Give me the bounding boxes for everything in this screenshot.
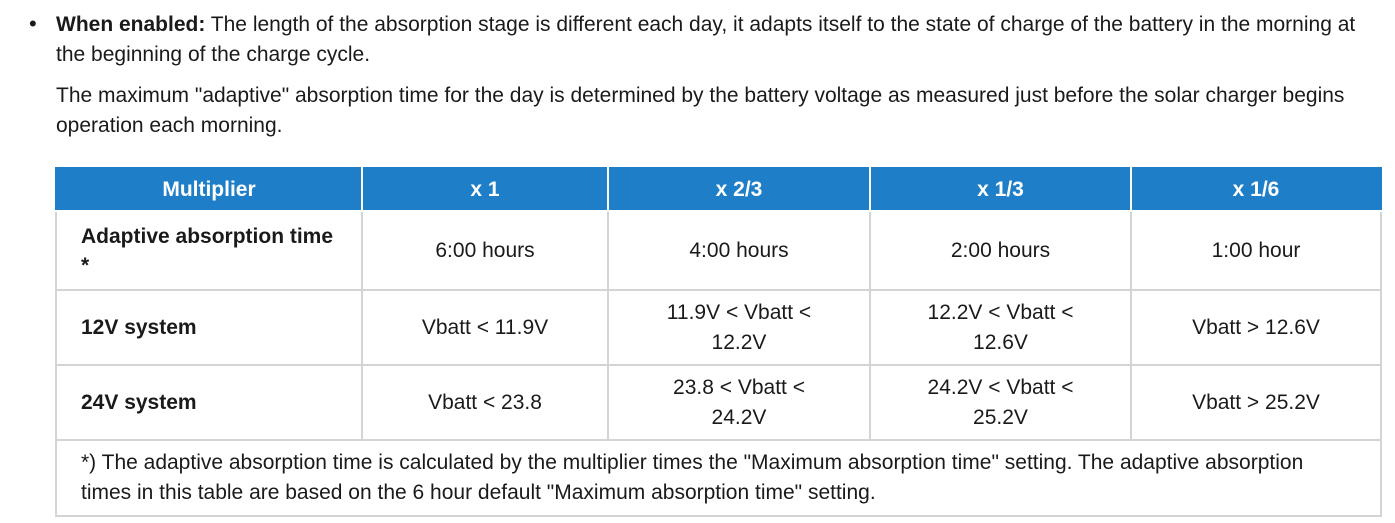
row-label-24v-system: 24V system [55, 364, 363, 441]
table-row: 24V system Vbatt < 23.8 23.8 < Vbatt < 2… [55, 364, 1382, 441]
table-cell: Vbatt > 25.2V [1130, 364, 1382, 441]
header-cell-x1-6: x 1/6 [1130, 167, 1382, 212]
table-cell: Vbatt > 12.6V [1130, 289, 1382, 366]
table-row: 12V system Vbatt < 11.9V 11.9V < Vbatt <… [55, 289, 1382, 366]
table-cell: 6:00 hours [361, 210, 609, 291]
bullet-lead: When enabled: [56, 13, 206, 36]
header-cell-x2-3: x 2/3 [607, 167, 871, 212]
bullet-text: The length of the absorption stage is di… [56, 13, 1356, 66]
table-cell: 23.8 < Vbatt < 24.2V [607, 364, 871, 441]
table-footnote-row: *) The adaptive absorption time is calcu… [55, 439, 1382, 517]
table-cell: 12.2V < Vbatt < 12.6V [869, 289, 1132, 366]
header-cell-x1-3: x 1/3 [869, 167, 1132, 212]
table-cell: 4:00 hours [607, 210, 871, 291]
table-header-row: Multiplier x 1 x 2/3 x 1/3 x 1/6 [55, 167, 1382, 212]
adaptive-absorption-table: Multiplier x 1 x 2/3 x 1/3 x 1/6 Adaptiv… [55, 167, 1382, 517]
bullet-paragraph: When enabled: The length of the absorpti… [56, 10, 1366, 70]
table-cell: 1:00 hour [1130, 210, 1382, 291]
row-label-12v-system: 12V system [55, 289, 363, 366]
table-footnote: *) The adaptive absorption time is calcu… [55, 439, 1382, 517]
header-cell-multiplier: Multiplier [55, 167, 363, 212]
row-label-adaptive-time: Adaptive absorption time * [55, 210, 363, 291]
table-cell: 24.2V < Vbatt < 25.2V [869, 364, 1132, 441]
bullet-paragraph-2: The maximum "adaptive" absorption time f… [56, 84, 1345, 137]
table-cell: Vbatt < 11.9V [361, 289, 609, 366]
header-cell-x1: x 1 [361, 167, 609, 212]
table-row: Adaptive absorption time * 6:00 hours 4:… [55, 210, 1382, 291]
bullet-marker: • [29, 11, 37, 36]
table-cell: 2:00 hours [869, 210, 1132, 291]
table-cell: Vbatt < 23.8 [361, 364, 609, 441]
table-cell: 11.9V < Vbatt < 12.2V [607, 289, 871, 366]
